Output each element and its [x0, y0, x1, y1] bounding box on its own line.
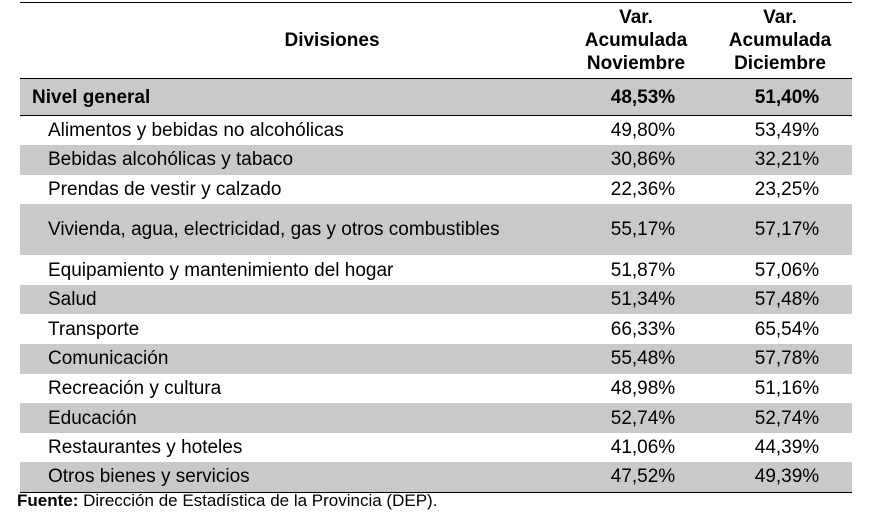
table-row: Transporte 66,33% 65,54% [20, 314, 852, 344]
table-row: Bebidas alcohólicas y tabaco 30,86% 32,2… [20, 145, 852, 175]
table-row: Educación 52,74% 52,74% [20, 403, 852, 433]
row-value-diciembre: 52,74% [708, 403, 852, 433]
row-value-diciembre: 57,06% [754, 259, 820, 281]
table-row: Recreación y cultura 48,98% 51,16% [20, 374, 852, 404]
header-var-noviembre: Var. Acumulada Noviembre [564, 3, 708, 79]
row-label: Alimentos y bebidas no alcohólicas [48, 120, 344, 142]
header-dic-line-1: Var. [763, 7, 797, 28]
header-divisiones: Divisiones [284, 30, 380, 51]
row-value-noviembre: 48,98% [610, 377, 676, 399]
row-value-noviembre: 22,36% [610, 178, 676, 200]
source-text: Dirección de Estadística de la Provincia… [78, 491, 438, 510]
header-var-diciembre: Var. Acumulada Diciembre [708, 3, 852, 79]
row-label: Salud [20, 284, 564, 315]
header-nov-line-3: Noviembre [586, 53, 686, 74]
row-value-noviembre: 30,86% [564, 145, 708, 175]
row-value-noviembre: 51,34% [564, 284, 708, 315]
row-label: Prendas de vestir y calzado [48, 178, 282, 200]
row-value-diciembre: 44,39% [754, 437, 820, 459]
table-row: Restaurantes y hoteles 41,06% 44,39% [20, 433, 852, 463]
row-value-diciembre: 51,16% [754, 377, 820, 399]
row-label: Comunicación [20, 344, 564, 374]
row-value-noviembre: 55,48% [564, 344, 708, 374]
row-label: Nivel general [20, 78, 564, 116]
row-label: Educación [20, 403, 564, 433]
row-value-noviembre: 48,53% [564, 78, 708, 116]
row-value-diciembre: 65,54% [754, 318, 820, 340]
table-row: Salud 51,34% 57,48% [20, 284, 852, 315]
row-value-noviembre: 55,17% [564, 204, 708, 256]
header-dic-line-2: Acumulada [728, 30, 832, 51]
table-row-nivel-general: Nivel general 48,53% 51,40% [20, 78, 852, 116]
row-value-diciembre: 32,21% [708, 145, 852, 175]
table-header: Divisiones Var. Acumulada Noviembre Var.… [20, 2, 852, 79]
header-dic-line-3: Diciembre [734, 53, 826, 74]
header-nov-line-1: Var. [619, 7, 653, 28]
inflation-table-container: Divisiones Var. Acumulada Noviembre Var.… [20, 2, 852, 493]
row-value-diciembre: 57,48% [708, 284, 852, 315]
row-value-noviembre: 41,06% [610, 437, 676, 459]
source-label: Fuente: [17, 491, 79, 510]
row-label: Equipamiento y mantenimiento del hogar [48, 259, 394, 281]
table-row: Otros bienes y servicios 47,52% 49,39% [20, 462, 852, 493]
row-label: Bebidas alcohólicas y tabaco [20, 145, 564, 175]
row-value-diciembre: 51,40% [708, 78, 852, 116]
row-value-diciembre: 49,39% [708, 462, 852, 493]
row-value-diciembre: 53,49% [754, 120, 820, 142]
row-label: Transporte [48, 318, 140, 340]
header-nov-line-2: Acumulada [584, 30, 688, 51]
table-body: Nivel general 48,53% 51,40% Alimentos y … [20, 78, 852, 493]
row-value-diciembre: 57,78% [708, 344, 852, 374]
row-value-noviembre: 52,74% [564, 403, 708, 433]
table-row: Alimentos y bebidas no alcohólicas 49,80… [20, 116, 852, 146]
source-note: Fuente: Dirección de Estadística de la P… [17, 490, 437, 512]
row-value-noviembre: 47,52% [564, 462, 708, 493]
table-row: Equipamiento y mantenimiento del hogar 5… [20, 255, 852, 285]
header-row: Divisiones Var. Acumulada Noviembre Var.… [20, 2, 852, 79]
row-value-diciembre: 57,17% [708, 204, 852, 256]
row-value-noviembre: 51,87% [610, 259, 676, 281]
row-label: Restaurantes y hoteles [48, 437, 243, 459]
row-value-noviembre: 49,80% [610, 120, 676, 142]
table-row: Comunicación 55,48% 57,78% [20, 344, 852, 374]
table-row: Vivienda, agua, electricidad, gas y otro… [20, 204, 852, 256]
inflation-table: Divisiones Var. Acumulada Noviembre Var.… [20, 2, 852, 493]
table-row: Prendas de vestir y calzado 22,36% 23,25… [20, 175, 852, 205]
row-label: Recreación y cultura [48, 377, 222, 399]
row-value-noviembre: 66,33% [610, 318, 676, 340]
row-label: Vivienda, agua, electricidad, gas y otro… [20, 204, 564, 256]
row-label: Otros bienes y servicios [20, 462, 564, 493]
row-value-diciembre: 23,25% [754, 178, 820, 200]
